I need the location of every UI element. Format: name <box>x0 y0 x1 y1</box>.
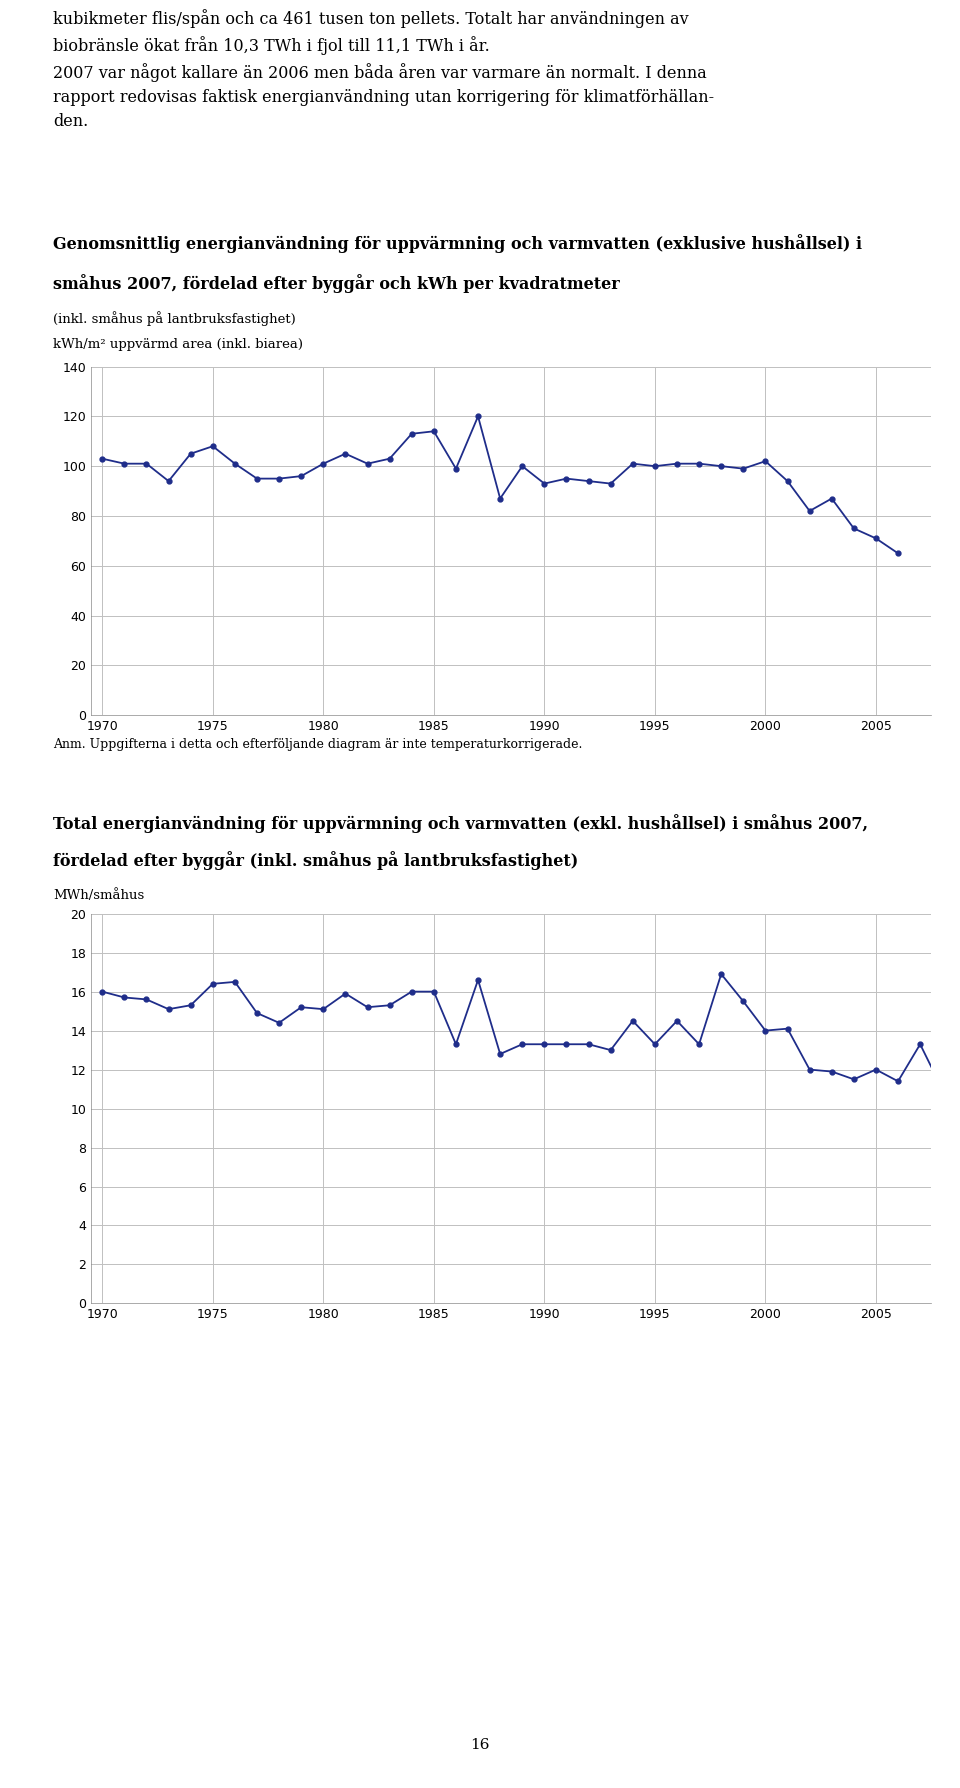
Text: fördelad efter byggår (inkl. småhus på lantbruksfastighet): fördelad efter byggår (inkl. småhus på l… <box>53 851 578 871</box>
Text: kWh/m² uppvärmd area (inkl. biarea): kWh/m² uppvärmd area (inkl. biarea) <box>53 338 302 350</box>
Text: (inkl. småhus på lantbruksfastighet): (inkl. småhus på lantbruksfastighet) <box>53 311 296 325</box>
Text: kubikmeter flis/spån och ca 461 tusen ton pellets. Totalt har användningen av
bi: kubikmeter flis/spån och ca 461 tusen to… <box>53 9 714 131</box>
Text: Genomsnittlig energianvändning för uppvärmning och varmvatten (exklusive hushåll: Genomsnittlig energianvändning för uppvä… <box>53 234 862 254</box>
Text: Anm. Uppgifterna i detta och efterföljande diagram är inte temperaturkorrigerade: Anm. Uppgifterna i detta och efterföljan… <box>53 738 582 751</box>
Text: MWh/småhus: MWh/småhus <box>53 889 144 901</box>
Text: småhus 2007, fördelad efter byggår och kWh per kvadratmeter: småhus 2007, fördelad efter byggår och k… <box>53 274 619 293</box>
Text: 16: 16 <box>470 1738 490 1752</box>
Text: Total energianvändning för uppvärmning och varmvatten (exkl. hushållsel) i småhu: Total energianvändning för uppvärmning o… <box>53 814 868 833</box>
